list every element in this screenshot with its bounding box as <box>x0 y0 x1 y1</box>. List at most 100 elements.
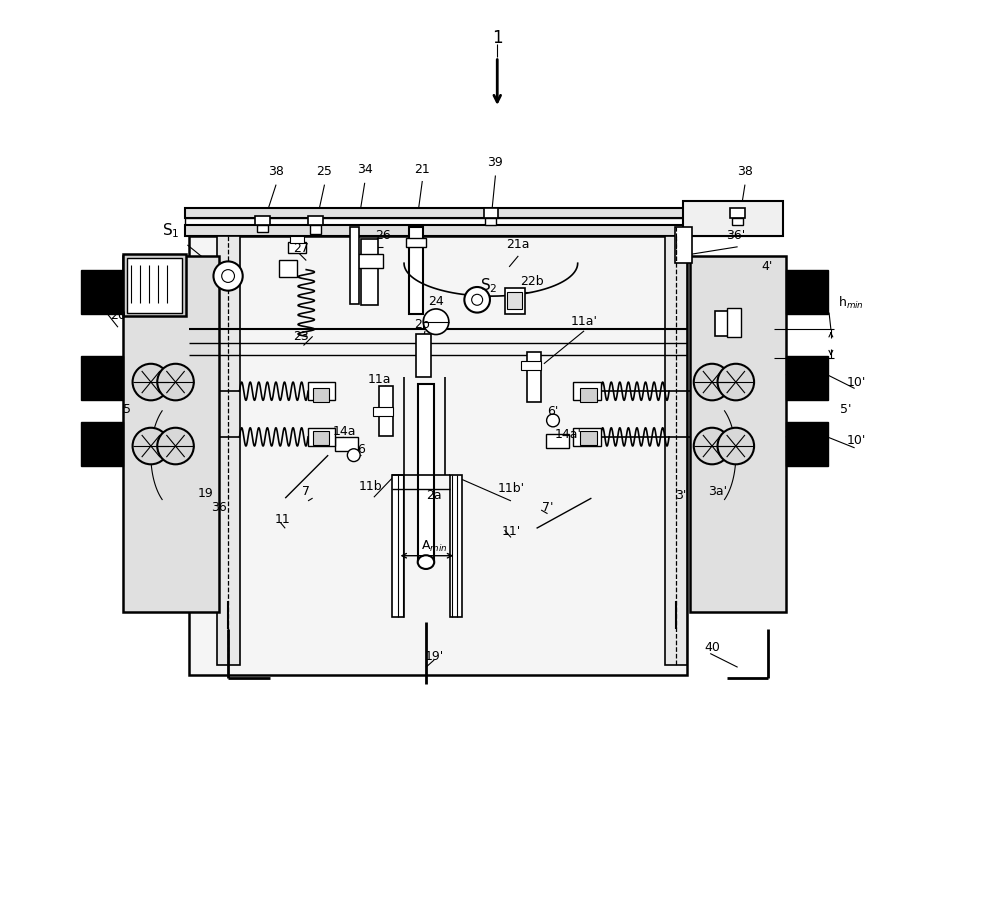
Bar <box>580 388 597 402</box>
Bar <box>217 236 240 665</box>
Bar <box>373 407 393 416</box>
Bar <box>335 437 358 451</box>
Text: 22b: 22b <box>520 275 544 288</box>
Bar <box>123 256 219 612</box>
Bar <box>573 428 601 446</box>
Bar <box>255 216 270 225</box>
Text: 2a: 2a <box>426 489 442 502</box>
Bar <box>308 382 335 400</box>
Bar <box>313 388 329 402</box>
Text: 38: 38 <box>737 165 753 178</box>
Text: 19': 19' <box>425 650 444 663</box>
Bar <box>527 352 541 402</box>
Bar <box>257 225 268 232</box>
Text: 11a': 11a' <box>571 315 598 328</box>
Text: 24: 24 <box>428 295 444 308</box>
Bar <box>786 356 828 400</box>
Bar <box>580 431 597 445</box>
Text: h$_{min}$: h$_{min}$ <box>838 295 864 312</box>
Circle shape <box>157 428 194 464</box>
Text: 23: 23 <box>293 330 309 343</box>
Text: 11a: 11a <box>368 373 391 386</box>
Text: 11b: 11b <box>358 480 382 493</box>
Circle shape <box>213 261 243 291</box>
Circle shape <box>547 414 559 427</box>
Bar <box>279 260 297 277</box>
Text: 10': 10' <box>847 434 866 447</box>
Circle shape <box>133 428 169 464</box>
Text: 11': 11' <box>501 526 521 538</box>
Bar <box>683 201 783 236</box>
Bar <box>81 356 123 400</box>
Bar <box>521 361 541 370</box>
Bar <box>185 208 779 218</box>
Text: 38: 38 <box>268 165 284 178</box>
Text: S$_2$: S$_2$ <box>480 276 498 294</box>
Circle shape <box>347 449 360 462</box>
Ellipse shape <box>418 555 434 569</box>
Text: 36': 36' <box>726 229 745 242</box>
Text: 19: 19 <box>198 487 214 500</box>
Bar <box>350 227 359 304</box>
Bar <box>505 288 525 314</box>
Bar <box>361 239 378 305</box>
Bar <box>290 236 304 243</box>
Bar <box>416 334 431 377</box>
Bar <box>675 227 692 263</box>
Circle shape <box>423 309 449 335</box>
Bar <box>406 238 426 247</box>
Text: 34: 34 <box>357 163 373 175</box>
Bar <box>450 475 462 617</box>
Bar <box>288 242 306 253</box>
Text: 40: 40 <box>704 641 720 654</box>
Text: 26: 26 <box>375 229 391 242</box>
Text: 10: 10 <box>106 376 122 388</box>
Bar <box>185 225 779 236</box>
Text: 10: 10 <box>106 434 122 447</box>
Bar <box>484 208 498 218</box>
Circle shape <box>157 364 194 400</box>
Text: 5: 5 <box>123 403 131 416</box>
Text: 2b: 2b <box>414 318 430 331</box>
Text: 21: 21 <box>414 163 430 175</box>
Bar <box>356 254 383 268</box>
Bar <box>715 311 735 336</box>
Text: 6: 6 <box>357 443 365 456</box>
Bar <box>81 422 123 466</box>
Bar <box>123 254 186 316</box>
Bar <box>379 386 393 436</box>
Bar <box>409 227 423 314</box>
Circle shape <box>718 428 754 464</box>
Text: 11b': 11b' <box>497 483 525 495</box>
Bar <box>507 292 522 309</box>
Text: A$_{min}$: A$_{min}$ <box>421 539 447 554</box>
Bar <box>730 208 745 218</box>
Text: 5': 5' <box>840 403 851 416</box>
Bar <box>185 218 779 225</box>
Bar <box>313 431 329 445</box>
Text: 20: 20 <box>110 309 126 322</box>
Bar <box>418 384 434 562</box>
Circle shape <box>694 364 730 400</box>
Bar <box>727 308 741 337</box>
Circle shape <box>222 270 234 282</box>
Bar <box>786 270 828 314</box>
Text: 4': 4' <box>761 260 773 273</box>
Circle shape <box>718 364 754 400</box>
Text: 39: 39 <box>488 156 503 169</box>
Text: 21a: 21a <box>507 239 530 251</box>
Text: 25: 25 <box>317 165 332 178</box>
Bar <box>189 236 687 675</box>
Bar <box>81 270 123 314</box>
Text: 36: 36 <box>211 501 226 514</box>
Text: 7: 7 <box>302 485 310 498</box>
Bar <box>546 434 569 448</box>
Text: 10': 10' <box>847 376 866 388</box>
Bar <box>308 428 335 446</box>
Text: 14a: 14a <box>333 425 356 438</box>
Text: 27: 27 <box>293 242 309 255</box>
Bar <box>308 216 323 225</box>
Bar <box>485 218 496 225</box>
Text: 1: 1 <box>492 29 503 48</box>
Text: 3a': 3a' <box>708 485 727 498</box>
